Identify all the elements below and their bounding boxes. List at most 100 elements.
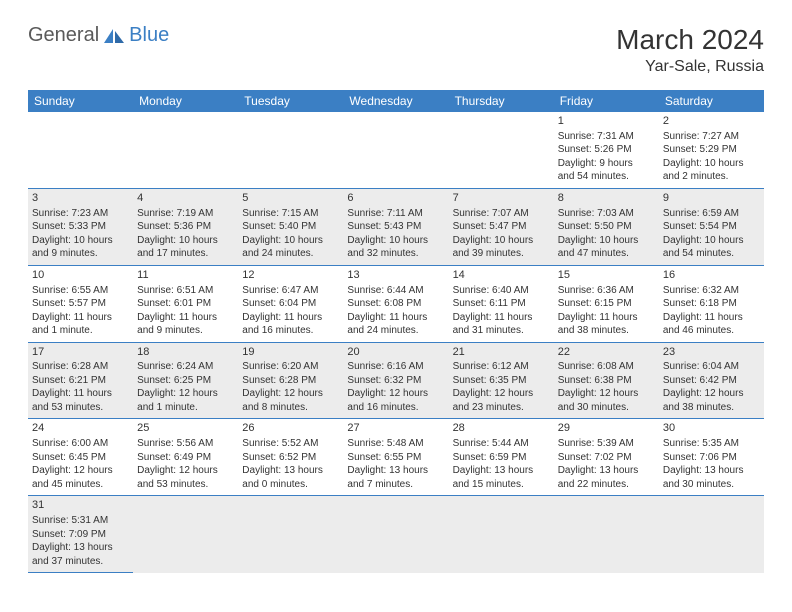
- calendar-day: 29Sunrise: 5:39 AMSunset: 7:02 PMDayligh…: [554, 419, 659, 496]
- day-number: 30: [663, 421, 760, 436]
- day-number: 14: [453, 268, 550, 283]
- daylight-text: Daylight: 11 hours: [32, 311, 129, 325]
- daylight-text: and 17 minutes.: [137, 247, 234, 261]
- sunrise-text: Sunrise: 6:16 AM: [347, 360, 444, 374]
- sunrise-text: Sunrise: 5:52 AM: [242, 437, 339, 451]
- daylight-text: and 1 minute.: [32, 324, 129, 338]
- sunset-text: Sunset: 5:33 PM: [32, 220, 129, 234]
- calendar-day: 8Sunrise: 7:03 AMSunset: 5:50 PMDaylight…: [554, 188, 659, 265]
- day-number: 13: [347, 268, 444, 283]
- sunrise-text: Sunrise: 7:03 AM: [558, 207, 655, 221]
- sunset-text: Sunset: 7:09 PM: [32, 528, 129, 542]
- daylight-text: and 7 minutes.: [347, 478, 444, 492]
- daylight-text: Daylight: 10 hours: [663, 234, 760, 248]
- calendar-day-empty: [133, 112, 238, 188]
- daylight-text: and 8 minutes.: [242, 401, 339, 415]
- daylight-text: and 22 minutes.: [558, 478, 655, 492]
- daylight-text: and 38 minutes.: [663, 401, 760, 415]
- sunrise-text: Sunrise: 5:56 AM: [137, 437, 234, 451]
- daylight-text: Daylight: 10 hours: [137, 234, 234, 248]
- sunrise-text: Sunrise: 7:23 AM: [32, 207, 129, 221]
- daylight-text: Daylight: 10 hours: [242, 234, 339, 248]
- calendar-day: 18Sunrise: 6:24 AMSunset: 6:25 PMDayligh…: [133, 342, 238, 419]
- daylight-text: and 45 minutes.: [32, 478, 129, 492]
- calendar-week: 10Sunrise: 6:55 AMSunset: 5:57 PMDayligh…: [28, 265, 764, 342]
- calendar-day: 23Sunrise: 6:04 AMSunset: 6:42 PMDayligh…: [659, 342, 764, 419]
- day-number: 15: [558, 268, 655, 283]
- calendar-day-empty: [449, 496, 554, 573]
- calendar-day-empty: [659, 496, 764, 573]
- calendar-day: 28Sunrise: 5:44 AMSunset: 6:59 PMDayligh…: [449, 419, 554, 496]
- calendar-day: 4Sunrise: 7:19 AMSunset: 5:36 PMDaylight…: [133, 188, 238, 265]
- calendar-day: 3Sunrise: 7:23 AMSunset: 5:33 PMDaylight…: [28, 188, 133, 265]
- sunset-text: Sunset: 5:47 PM: [453, 220, 550, 234]
- sunset-text: Sunset: 6:35 PM: [453, 374, 550, 388]
- sunrise-text: Sunrise: 6:08 AM: [558, 360, 655, 374]
- calendar-day: 30Sunrise: 5:35 AMSunset: 7:06 PMDayligh…: [659, 419, 764, 496]
- calendar-day: 31Sunrise: 5:31 AMSunset: 7:09 PMDayligh…: [28, 496, 133, 573]
- calendar-day: 14Sunrise: 6:40 AMSunset: 6:11 PMDayligh…: [449, 265, 554, 342]
- daylight-text: and 24 minutes.: [242, 247, 339, 261]
- day-header: Monday: [133, 90, 238, 112]
- calendar-day: 25Sunrise: 5:56 AMSunset: 6:49 PMDayligh…: [133, 419, 238, 496]
- sunset-text: Sunset: 6:08 PM: [347, 297, 444, 311]
- sunset-text: Sunset: 6:15 PM: [558, 297, 655, 311]
- calendar-day: 26Sunrise: 5:52 AMSunset: 6:52 PMDayligh…: [238, 419, 343, 496]
- sunrise-text: Sunrise: 7:11 AM: [347, 207, 444, 221]
- calendar-day: 16Sunrise: 6:32 AMSunset: 6:18 PMDayligh…: [659, 265, 764, 342]
- day-number: 6: [347, 191, 444, 206]
- sunset-text: Sunset: 6:55 PM: [347, 451, 444, 465]
- day-header: Sunday: [28, 90, 133, 112]
- calendar-table: SundayMondayTuesdayWednesdayThursdayFrid…: [28, 90, 764, 573]
- daylight-text: Daylight: 13 hours: [558, 464, 655, 478]
- sunset-text: Sunset: 6:25 PM: [137, 374, 234, 388]
- daylight-text: Daylight: 12 hours: [663, 387, 760, 401]
- sunrise-text: Sunrise: 6:20 AM: [242, 360, 339, 374]
- calendar-day-empty: [343, 496, 448, 573]
- day-number: 12: [242, 268, 339, 283]
- daylight-text: and 1 minute.: [137, 401, 234, 415]
- calendar-week: 1Sunrise: 7:31 AMSunset: 5:26 PMDaylight…: [28, 112, 764, 188]
- day-number: 26: [242, 421, 339, 436]
- sunset-text: Sunset: 5:54 PM: [663, 220, 760, 234]
- daylight-text: Daylight: 11 hours: [242, 311, 339, 325]
- sunrise-text: Sunrise: 5:44 AM: [453, 437, 550, 451]
- calendar-day-empty: [28, 112, 133, 188]
- daylight-text: Daylight: 12 hours: [558, 387, 655, 401]
- sunset-text: Sunset: 6:01 PM: [137, 297, 234, 311]
- daylight-text: Daylight: 12 hours: [453, 387, 550, 401]
- sunset-text: Sunset: 6:38 PM: [558, 374, 655, 388]
- sunrise-text: Sunrise: 7:15 AM: [242, 207, 339, 221]
- sunrise-text: Sunrise: 6:04 AM: [663, 360, 760, 374]
- daylight-text: and 30 minutes.: [663, 478, 760, 492]
- daylight-text: and 54 minutes.: [558, 170, 655, 184]
- daylight-text: and 2 minutes.: [663, 170, 760, 184]
- calendar-week: 17Sunrise: 6:28 AMSunset: 6:21 PMDayligh…: [28, 342, 764, 419]
- day-header-row: SundayMondayTuesdayWednesdayThursdayFrid…: [28, 90, 764, 112]
- day-number: 9: [663, 191, 760, 206]
- day-header: Friday: [554, 90, 659, 112]
- sunrise-text: Sunrise: 6:44 AM: [347, 284, 444, 298]
- day-number: 8: [558, 191, 655, 206]
- daylight-text: and 23 minutes.: [453, 401, 550, 415]
- daylight-text: Daylight: 10 hours: [453, 234, 550, 248]
- calendar-week: 31Sunrise: 5:31 AMSunset: 7:09 PMDayligh…: [28, 496, 764, 573]
- daylight-text: Daylight: 11 hours: [663, 311, 760, 325]
- day-number: 10: [32, 268, 129, 283]
- daylight-text: Daylight: 12 hours: [32, 464, 129, 478]
- day-number: 22: [558, 345, 655, 360]
- sunset-text: Sunset: 5:26 PM: [558, 143, 655, 157]
- sunset-text: Sunset: 5:40 PM: [242, 220, 339, 234]
- daylight-text: Daylight: 13 hours: [453, 464, 550, 478]
- sunrise-text: Sunrise: 6:47 AM: [242, 284, 339, 298]
- day-number: 23: [663, 345, 760, 360]
- daylight-text: Daylight: 10 hours: [663, 157, 760, 171]
- sunset-text: Sunset: 5:57 PM: [32, 297, 129, 311]
- daylight-text: Daylight: 13 hours: [663, 464, 760, 478]
- sunrise-text: Sunrise: 6:40 AM: [453, 284, 550, 298]
- sunrise-text: Sunrise: 6:32 AM: [663, 284, 760, 298]
- day-number: 20: [347, 345, 444, 360]
- calendar-day: 13Sunrise: 6:44 AMSunset: 6:08 PMDayligh…: [343, 265, 448, 342]
- calendar-day: 5Sunrise: 7:15 AMSunset: 5:40 PMDaylight…: [238, 188, 343, 265]
- sunset-text: Sunset: 5:43 PM: [347, 220, 444, 234]
